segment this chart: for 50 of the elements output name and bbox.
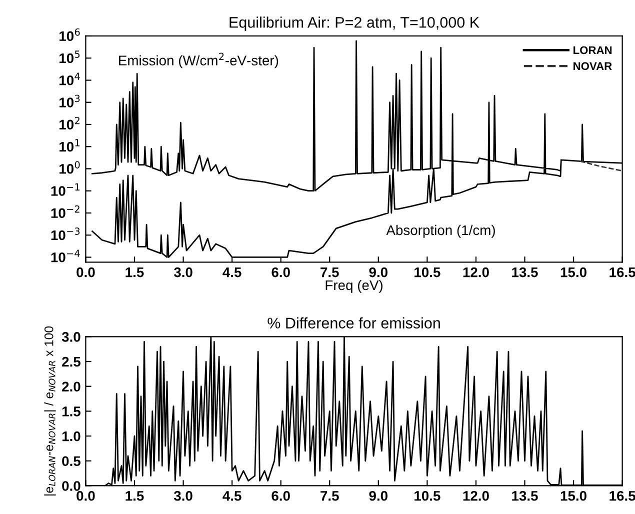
x-tick-label: 16.5 — [610, 490, 635, 501]
x-tick-label: 0.0 — [76, 267, 95, 278]
y-tick-label: 0.5 — [62, 456, 80, 466]
x-tick-label: 13.5 — [512, 267, 538, 278]
y-tick-label: 10$^{−1}$ — [51, 183, 80, 196]
x-tick-label: 0.0 — [76, 490, 95, 501]
x-tick-label: 16.5 — [610, 267, 635, 278]
x-tick-label: 3.0 — [174, 267, 192, 278]
x-tick-label: 15.0 — [560, 490, 586, 501]
y-tick-label: 10$^{−4}$ — [51, 250, 80, 262]
annotation: Emission (W/cm$^{2}$-eV-ster) — [119, 52, 278, 68]
x-tick-label: 10.5 — [414, 490, 440, 501]
x-tick-label: 1.5 — [126, 491, 144, 501]
y-tick-label: 10$^{−2}$ — [51, 205, 80, 218]
y-tick-label: 10$^{0}$ — [60, 161, 80, 174]
x-tick-label: 12.0 — [463, 267, 489, 278]
x-tick-label: 6.0 — [272, 267, 290, 278]
x-tick-label: 9.0 — [369, 490, 388, 501]
x-axis-title: Freq (eV) — [326, 280, 382, 293]
y-axis-title: |e$_{LORAN}$-e$_{NOVAR}$| / e$_{NOVAR}$ x 100 — [44, 326, 56, 496]
chart-title: Equilibrium Air: P=2 atm, T=10,000 K — [230, 16, 480, 31]
y-tick-label: 2.0 — [62, 382, 80, 392]
x-tick-label: 9.0 — [369, 267, 388, 278]
y-tick-label: 10$^{−3}$ — [51, 228, 80, 240]
y-tick-label: 10$^{4}$ — [60, 72, 80, 86]
x-tick-label: 12.0 — [463, 490, 489, 501]
y-tick-label: 10$^{1}$ — [60, 139, 80, 152]
x-tick-label: 1.5 — [126, 268, 144, 278]
y-tick-label: 10$^{2}$ — [60, 116, 80, 130]
legend-label: NOVAR — [574, 62, 612, 70]
annotation: Absorption (1/cm) — [386, 224, 495, 238]
y-tick-label: 0.0 — [62, 481, 80, 491]
x-tick-label: 4.5 — [222, 268, 242, 278]
x-tick-label: 7.5 — [320, 268, 339, 278]
chart-title: % Difference for emission — [268, 317, 440, 328]
y-tick-label: 1.5 — [62, 406, 80, 416]
x-tick-label: 10.5 — [414, 267, 440, 278]
y-tick-label: 10$^{5}$ — [60, 50, 80, 64]
y-tick-label: 2.5 — [62, 356, 80, 367]
y-tick-label: 10$^{6}$ — [60, 28, 80, 42]
x-tick-label: 7.5 — [320, 491, 339, 501]
x-tick-label: 15.0 — [560, 267, 586, 278]
x-tick-label: 6.0 — [272, 490, 290, 501]
y-tick-label: 3.0 — [62, 332, 80, 342]
x-tick-label: 13.5 — [512, 490, 538, 501]
x-tick-label: 4.5 — [222, 491, 242, 501]
x-tick-label: 3.0 — [174, 490, 192, 501]
y-tick-label: 1.0 — [62, 431, 80, 442]
y-tick-label: 10$^{3}$ — [60, 94, 80, 108]
legend-label: LORAN — [574, 46, 612, 54]
